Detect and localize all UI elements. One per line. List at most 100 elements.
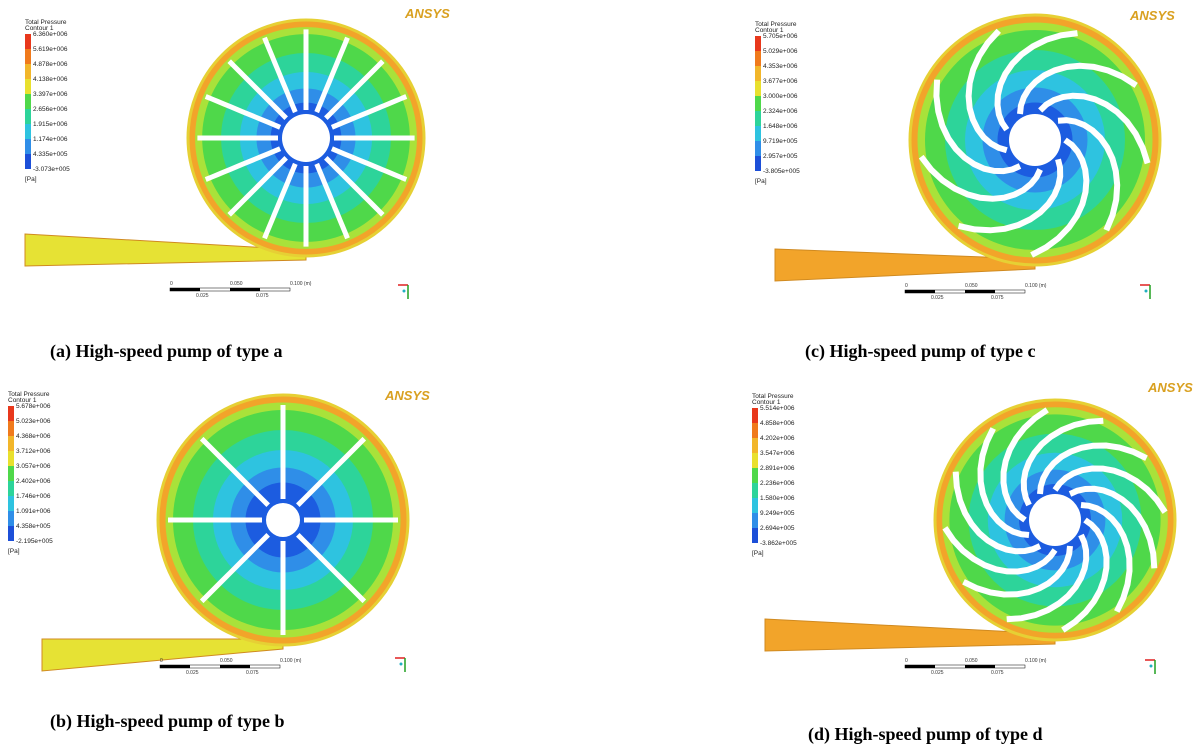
- legend-label: 4.358e+005: [16, 523, 51, 530]
- panel: Total PressureContour 15.705e+0065.029e+…: [755, 8, 1175, 362]
- scale-label: 0.100 (m): [1025, 658, 1047, 664]
- scale-label: 0.050: [965, 283, 978, 289]
- legend-unit: [Pa]: [752, 550, 764, 557]
- legend-swatch: [8, 481, 14, 496]
- legend-swatch: [755, 126, 761, 141]
- legend-label: 5.029e+006: [763, 48, 798, 55]
- caption: (c) High-speed pump of type c: [805, 341, 1036, 362]
- legend-swatch: [25, 49, 31, 64]
- legend-label: 5.023e+006: [16, 418, 51, 425]
- triad-z: [1145, 290, 1148, 293]
- legend-swatch: [25, 154, 31, 169]
- legend-label: 4.353e+006: [763, 63, 798, 70]
- legend-label: 1.915e+006: [33, 121, 68, 128]
- legend-swatch: [8, 526, 14, 541]
- scale-label: 0: [170, 281, 173, 287]
- legend-label: 2.236e+006: [760, 480, 795, 487]
- legend-swatch: [752, 438, 758, 453]
- legend-label: 4.335e+005: [33, 151, 68, 158]
- legend-swatch: [8, 511, 14, 526]
- legend-label: 3.000e+006: [763, 93, 798, 100]
- legend-label: 1.648e+006: [763, 123, 798, 130]
- legend-unit: [Pa]: [755, 178, 767, 185]
- legend-swatch: [8, 451, 14, 466]
- legend-swatch: [755, 36, 761, 51]
- scale-label: 0.100 (m): [290, 281, 312, 287]
- legend-label: -3.862e+005: [760, 540, 797, 547]
- panel: Total PressureContour 15.514e+0064.858e+…: [752, 380, 1193, 745]
- scale-label: 0.075: [991, 295, 1004, 301]
- hub: [1029, 494, 1081, 546]
- legend-label: 3.547e+006: [760, 450, 795, 457]
- scale-bar: [905, 290, 935, 293]
- caption: (a) High-speed pump of type a: [50, 341, 283, 362]
- legend-label: 9.249e+005: [760, 510, 795, 517]
- legend-swatch: [755, 81, 761, 96]
- legend-swatch: [752, 513, 758, 528]
- legend-label: -2.195e+005: [16, 538, 53, 545]
- legend-swatch: [25, 94, 31, 109]
- legend-label: 3.677e+006: [763, 78, 798, 85]
- legend-label: 4.138e+006: [33, 76, 68, 83]
- caption: (d) High-speed pump of type d: [808, 724, 1043, 745]
- legend-swatch: [8, 421, 14, 436]
- legend-swatch: [25, 139, 31, 154]
- scale-label: 0.075: [246, 670, 259, 676]
- legend-label: 6.360e+006: [33, 31, 68, 38]
- logo: ANSYS: [384, 388, 430, 403]
- legend-label: 3.057e+006: [16, 463, 51, 470]
- scale-label: 0: [160, 658, 163, 664]
- legend-swatch: [8, 406, 14, 421]
- scale-label: 0.075: [256, 293, 269, 299]
- legend-label: 5.678e+006: [16, 403, 51, 410]
- legend-label: 2.402e+006: [16, 478, 51, 485]
- logo: ANSYS: [1147, 380, 1193, 395]
- scale-bar: [160, 665, 190, 668]
- scale-label: 0.025: [931, 670, 944, 676]
- scale-label: 0.100 (m): [280, 658, 302, 664]
- legend-swatch: [25, 124, 31, 139]
- scale-label: 0.050: [965, 658, 978, 664]
- legend-label: 1.174e+006: [33, 136, 68, 143]
- legend-label: 4.202e+006: [760, 435, 795, 442]
- legend-label: 3.397e+006: [33, 91, 68, 98]
- legend-label: -3.805e+005: [763, 168, 800, 175]
- legend-label: 2.694e+005: [760, 525, 795, 532]
- legend-unit: [Pa]: [8, 548, 20, 555]
- triad-z: [400, 663, 403, 666]
- hub: [1009, 114, 1061, 166]
- legend-swatch: [8, 496, 14, 511]
- legend-swatch: [755, 156, 761, 171]
- scale-label: 0.100 (m): [1025, 283, 1047, 289]
- legend-label: 5.514e+006: [760, 405, 795, 412]
- scale-label: 0.025: [931, 295, 944, 301]
- scale-label: 0.050: [230, 281, 243, 287]
- legend-swatch: [752, 483, 758, 498]
- legend-swatch: [8, 436, 14, 451]
- legend-label: 9.719e+005: [763, 138, 798, 145]
- scale-label: 0.075: [991, 670, 1004, 676]
- legend-swatch: [25, 79, 31, 94]
- logo: ANSYS: [404, 6, 450, 21]
- scale-label: 0: [905, 658, 908, 664]
- legend-label: 5.705e+006: [763, 33, 798, 40]
- legend-swatch: [25, 109, 31, 124]
- scale-label: 0.025: [186, 670, 199, 676]
- figure: Total PressureContour 16.360e+0065.619e+…: [0, 0, 1197, 748]
- legend-swatch: [752, 468, 758, 483]
- legend-label: -3.073e+005: [33, 166, 70, 173]
- triad-z: [1150, 665, 1153, 668]
- legend-swatch: [8, 466, 14, 481]
- scale-bar: [230, 288, 260, 291]
- legend-label: 2.656e+006: [33, 106, 68, 113]
- legend-swatch: [25, 64, 31, 79]
- legend-label: 4.878e+006: [33, 61, 68, 68]
- legend-label: 1.091e+006: [16, 508, 51, 515]
- legend-swatch: [752, 423, 758, 438]
- legend-label: 2.891e+006: [760, 465, 795, 472]
- legend-label: 5.619e+006: [33, 46, 68, 53]
- scale-bar: [965, 290, 995, 293]
- legend-label: 2.957e+005: [763, 153, 798, 160]
- scale-label: 0.025: [196, 293, 209, 299]
